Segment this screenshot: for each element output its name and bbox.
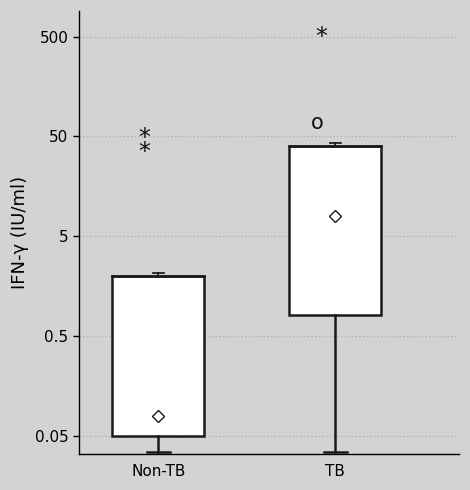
Y-axis label: IFN-γ (IU/ml): IFN-γ (IU/ml) (11, 176, 29, 289)
Text: *: * (138, 140, 150, 164)
Polygon shape (289, 146, 381, 315)
Text: *: * (315, 25, 327, 49)
Text: o: o (311, 113, 324, 133)
Text: *: * (138, 126, 150, 150)
Polygon shape (112, 276, 204, 436)
